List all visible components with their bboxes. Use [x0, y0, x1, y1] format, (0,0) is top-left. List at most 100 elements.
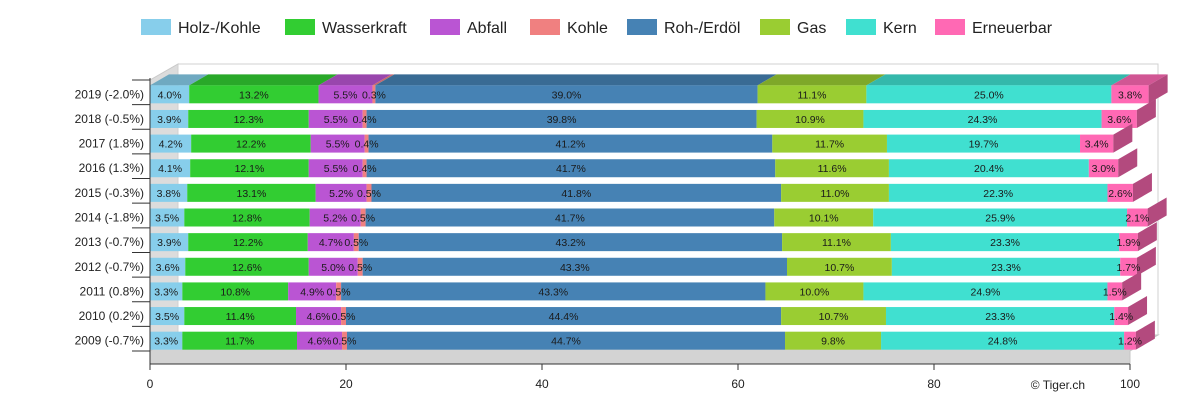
bar-wasserkraft	[187, 183, 316, 202]
data-label-abfall: 5.2%	[329, 188, 353, 200]
data-label-roh-erd-l: 41.8%	[561, 188, 591, 200]
bar-holz-kohle	[150, 282, 183, 301]
bar-gas	[781, 183, 889, 202]
data-label-abfall: 4.6%	[307, 311, 331, 323]
bar-kern	[863, 109, 1102, 128]
bar-holz-kohle	[150, 257, 186, 276]
data-label-abfall: 5.2%	[323, 213, 347, 225]
data-label-gas: 11.0%	[821, 188, 850, 200]
bar-abfall	[309, 208, 361, 227]
data-label-holz-kohle: 4.1%	[158, 163, 182, 175]
bar-side-erneuerbar	[1128, 296, 1148, 326]
legend-label-gas: Gas	[797, 20, 826, 37]
x-tick-label: 40	[535, 377, 549, 391]
data-label-gas: 9.8%	[821, 336, 845, 348]
bar-roh-erd-l	[362, 257, 787, 276]
bar-erneuerbar	[1124, 331, 1136, 350]
data-label-gas: 10.0%	[800, 286, 830, 298]
data-label-erneuerbar: 1.4%	[1109, 311, 1133, 323]
bar-abfall	[297, 331, 343, 350]
bar-erneuerbar	[1120, 257, 1137, 276]
bar-roh-erd-l	[358, 233, 783, 252]
data-label-kern: 24.3%	[968, 114, 998, 126]
legend-label-kohle: Kohle	[567, 20, 608, 37]
data-label-gas: 11.1%	[797, 89, 826, 101]
category-label: 2011 (0.8%)	[80, 284, 144, 298]
bar-side-erneuerbar	[1135, 320, 1155, 350]
bar-gas	[781, 307, 886, 326]
bar-holz-kohle	[150, 331, 183, 350]
bar-kohle	[341, 307, 346, 326]
bar-gas	[775, 159, 889, 178]
data-label-holz-kohle: 3.3%	[154, 286, 178, 298]
data-label-kohle: 0.5%	[333, 336, 357, 348]
data-label-roh-erd-l: 41.7%	[555, 213, 585, 225]
data-label-kohle: 0.4%	[353, 114, 377, 126]
axes: 0 20 40 60 80 100	[132, 78, 1140, 391]
x-tick-label: 0	[147, 377, 154, 391]
bar-wasserkraft	[190, 159, 309, 178]
bar-abfall	[307, 233, 354, 252]
legend-swatch-gas	[760, 19, 790, 35]
data-label-wasserkraft: 11.7%	[225, 336, 254, 348]
legend-label-roh-erd-l: Roh-/Erdöl	[664, 20, 740, 37]
bar-wasserkraft	[182, 282, 289, 301]
bar-abfall	[296, 307, 342, 326]
bar-row: 3.9% 12.2% 4.7% 0.5% 43.2% 11.1% 23.3% 1.9% 2013…	[75, 222, 1157, 252]
bar-roh-erd-l	[368, 134, 773, 153]
data-label-roh-erd-l: 43.3%	[538, 286, 568, 298]
data-label-gas: 11.6%	[818, 163, 847, 175]
bar-kohle	[364, 134, 369, 153]
bar-kern	[866, 85, 1112, 104]
data-label-erneuerbar: 3.6%	[1107, 114, 1131, 126]
data-label-gas: 11.1%	[822, 237, 851, 249]
legend-swatch-roh-erd-l	[627, 19, 657, 35]
bar-kohle	[336, 282, 342, 301]
data-label-kern: 23.3%	[990, 237, 1020, 249]
data-label-wasserkraft: 10.8%	[220, 286, 250, 298]
bar-roh-erd-l	[371, 183, 782, 202]
bar-holz-kohle	[150, 109, 189, 128]
data-label-erneuerbar: 1.9%	[1117, 237, 1141, 249]
bar-side-erneuerbar	[1136, 246, 1156, 276]
data-label-gas: 10.7%	[825, 262, 855, 274]
data-label-roh-erd-l: 44.7%	[551, 336, 581, 348]
data-label-erneuerbar: 2.1%	[1125, 213, 1149, 225]
legend-label-erneuerbar: Erneuerbar	[972, 20, 1053, 37]
data-label-holz-kohle: 4.2%	[159, 139, 183, 151]
bar-row: 4.2% 12.2% 5.5% 0.4% 41.2% 11.7% 19.7% 3.4% 2017…	[79, 123, 1133, 153]
data-label-abfall: 4.9%	[300, 286, 324, 298]
bar-kohle	[360, 208, 366, 227]
legend-label-holz-kohle: Holz-/Kohle	[178, 20, 261, 37]
bar-wasserkraft	[188, 109, 309, 128]
data-label-kohle: 0.5%	[332, 311, 356, 323]
bar-erneuerbar	[1111, 85, 1149, 104]
bar-top-kohle	[372, 74, 395, 86]
bar-side-erneuerbar	[1113, 123, 1133, 153]
data-label-kern: 24.8%	[988, 336, 1018, 348]
bar-gas	[774, 208, 874, 227]
data-label-kohle: 0.5%	[351, 213, 375, 225]
bar-erneuerbar	[1114, 307, 1129, 326]
category-label: 2012 (-0.7%)	[75, 260, 144, 274]
bar-kohle	[372, 85, 376, 104]
category-label: 2014 (-1.8%)	[75, 211, 144, 225]
category-label: 2016 (1.3%)	[79, 161, 144, 175]
bar-roh-erd-l	[366, 109, 757, 128]
bars: 4.0% 13.2% 5.5% 0.3% 39.0% 11.1% 25.0% 3.8% 2019…	[75, 74, 1168, 350]
bar-roh-erd-l	[341, 282, 766, 301]
data-label-wasserkraft: 11.4%	[226, 311, 255, 323]
bar-side-erneuerbar	[1122, 271, 1142, 301]
bar-row: 3.8% 13.1% 5.2% 0.5% 41.8% 11.0% 22.3% 2.6% 2015…	[75, 172, 1152, 202]
data-label-kohle: 0.5%	[327, 286, 351, 298]
bar-wasserkraft	[185, 257, 309, 276]
bar-gas	[772, 134, 887, 153]
data-label-roh-erd-l: 44.4%	[549, 311, 579, 323]
data-label-kohle: 0.5%	[357, 188, 381, 200]
x-tick-label: 100	[1120, 377, 1140, 391]
bar-side-erneuerbar	[1148, 74, 1168, 104]
data-label-kohle: 0.4%	[355, 139, 379, 151]
bar-abfall	[308, 109, 363, 128]
bar-erneuerbar	[1127, 208, 1148, 227]
